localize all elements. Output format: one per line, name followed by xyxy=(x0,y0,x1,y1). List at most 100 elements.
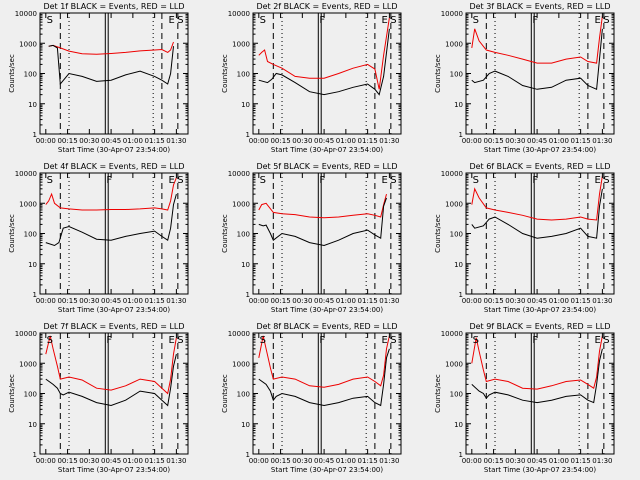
panel-8: Det 8f BLACK = Events, RED = LLD 1 10 100 10… xyxy=(221,322,402,474)
x-tick-label: 00:30 xyxy=(79,457,99,465)
series-events-line xyxy=(258,348,390,407)
y-tick-label: 1000 xyxy=(19,40,37,48)
panel-title: Det 4f BLACK = Events, RED = LLD xyxy=(43,162,184,171)
event-marker-s: S xyxy=(177,175,183,186)
x-axis-label: Start Time (30-Apr-07 23:54:00) xyxy=(271,466,383,474)
event-marker-s: S xyxy=(390,175,396,186)
y-tick-label: 100 xyxy=(24,391,37,399)
event-marker-e: E xyxy=(382,175,388,186)
x-tick-label: 00:00 xyxy=(249,137,269,145)
panel-6: Det 6f BLACK = Events, RED = LLD 1 10 100 10… xyxy=(434,162,615,314)
plot-frame xyxy=(252,172,402,295)
x-tick-label: 00:45 xyxy=(527,137,547,145)
x-tick-label: 01:00 xyxy=(549,457,569,465)
y-tick-label: 1 xyxy=(459,131,463,139)
panel-5: Det 5f BLACK = Events, RED = LLD 1 10 100 10… xyxy=(221,162,402,314)
y-tick-label: 1 xyxy=(246,131,250,139)
y-tick-label: 1 xyxy=(459,451,463,459)
y-tick-label: 10 xyxy=(241,261,250,269)
y-tick-label: 100 xyxy=(450,231,463,239)
event-marker-f: F xyxy=(532,175,538,186)
y-tick-label: 10 xyxy=(454,261,463,269)
y-tick-label: 1 xyxy=(33,451,37,459)
panel-1: Det 1f BLACK = Events, RED = LLD 1 10 100 10… xyxy=(8,2,189,154)
series-events-line xyxy=(45,193,177,247)
y-axis-label: Counts/sec xyxy=(434,374,442,413)
event-marker-e: E xyxy=(169,15,175,26)
y-tick-label: 100 xyxy=(237,71,250,79)
series-events-line xyxy=(48,44,174,86)
y-tick-label: 10000 xyxy=(228,330,250,338)
y-tick-label: 10000 xyxy=(228,10,250,18)
plot-frame xyxy=(465,332,615,455)
y-tick-label: 100 xyxy=(237,231,250,239)
x-tick-label: 00:15 xyxy=(270,297,290,305)
plot-frame xyxy=(39,172,189,295)
x-tick-label: 01:15 xyxy=(145,297,165,305)
panel-2: Det 2f BLACK = Events, RED = LLD 1 10 100 10… xyxy=(221,2,402,154)
event-marker-f: F xyxy=(319,15,325,26)
event-marker-s: S xyxy=(473,175,479,186)
event-marker-s: S xyxy=(390,15,396,26)
x-tick-label: 01:00 xyxy=(336,297,356,305)
y-tick-label: 10 xyxy=(454,421,463,429)
x-tick-label: 00:00 xyxy=(36,137,56,145)
x-tick-label: 01:30 xyxy=(166,297,186,305)
x-tick-label: 00:30 xyxy=(292,137,312,145)
series-lld-line xyxy=(258,335,390,388)
event-marker-s: S xyxy=(47,335,53,346)
y-axis-label: Counts/sec xyxy=(221,214,229,253)
event-marker-s: S xyxy=(473,15,479,26)
y-tick-label: 1000 xyxy=(445,200,463,208)
y-tick-label: 10000 xyxy=(15,10,37,18)
x-tick-label: 01:00 xyxy=(123,457,143,465)
x-tick-label: 00:00 xyxy=(249,457,269,465)
y-tick-label: 10000 xyxy=(228,170,250,178)
x-tick-label: 01:00 xyxy=(336,137,356,145)
x-tick-label: 00:15 xyxy=(483,457,503,465)
x-tick-label: 00:30 xyxy=(292,457,312,465)
series-events-line xyxy=(471,348,603,404)
y-tick-label: 1 xyxy=(33,291,37,299)
x-tick-label: 01:15 xyxy=(145,137,165,145)
y-tick-label: 100 xyxy=(24,231,37,239)
event-marker-e: E xyxy=(382,335,388,346)
x-tick-label: 00:15 xyxy=(270,457,290,465)
event-marker-s: S xyxy=(177,15,183,26)
y-axis-label: Counts/sec xyxy=(434,54,442,93)
event-marker-f: F xyxy=(319,335,325,346)
event-marker-s: S xyxy=(47,15,53,26)
y-tick-label: 1 xyxy=(459,291,463,299)
event-marker-s: S xyxy=(260,335,266,346)
x-tick-label: 00:15 xyxy=(57,137,77,145)
y-tick-label: 10 xyxy=(241,101,250,109)
x-tick-label: 00:30 xyxy=(79,137,99,145)
y-tick-label: 100 xyxy=(450,71,463,79)
y-axis-label: Counts/sec xyxy=(221,54,229,93)
plot-frame xyxy=(252,12,402,135)
y-tick-label: 10 xyxy=(28,421,37,429)
y-axis-label: Counts/sec xyxy=(8,374,16,413)
x-axis-label: Start Time (30-Apr-07 23:54:00) xyxy=(484,306,596,314)
series-lld-line xyxy=(471,175,603,221)
series-events-line xyxy=(258,28,390,96)
event-marker-f: F xyxy=(319,175,325,186)
y-tick-label: 10 xyxy=(454,101,463,109)
panel-4: Det 4f BLACK = Events, RED = LLD 1 10 100 10… xyxy=(8,162,189,314)
event-marker-s: S xyxy=(177,335,183,346)
event-marker-s: S xyxy=(47,175,53,186)
x-tick-label: 01:00 xyxy=(549,137,569,145)
event-marker-e: E xyxy=(595,15,601,26)
panel-title: Det 2f BLACK = Events, RED = LLD xyxy=(256,2,397,11)
series-lld-line xyxy=(45,335,177,395)
plot-frame xyxy=(39,12,189,135)
x-tick-label: 01:30 xyxy=(592,137,612,145)
x-tick-label: 00:15 xyxy=(57,457,77,465)
panel-title: Det 5f BLACK = Events, RED = LLD xyxy=(256,162,397,171)
event-marker-s: S xyxy=(603,175,609,186)
y-tick-label: 100 xyxy=(237,391,250,399)
event-marker-f: F xyxy=(532,335,538,346)
series-lld-line xyxy=(48,41,174,55)
x-tick-label: 01:30 xyxy=(379,137,399,145)
